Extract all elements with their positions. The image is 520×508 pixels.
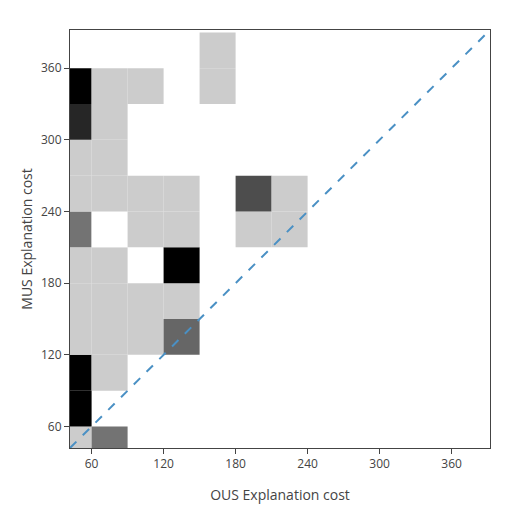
svg-text:240: 240 [41, 203, 62, 220]
svg-text:300: 300 [41, 131, 62, 148]
svg-text:180: 180 [41, 274, 62, 291]
svg-text:OUS Explanation cost: OUS Explanation cost [210, 485, 350, 504]
svg-text:MUS Explanation cost: MUS Explanation cost [17, 168, 36, 309]
svg-text:180: 180 [225, 455, 246, 472]
svg-text:360: 360 [41, 59, 62, 76]
svg-text:120: 120 [41, 346, 62, 363]
svg-text:240: 240 [297, 455, 318, 472]
svg-text:120: 120 [153, 455, 174, 472]
svg-text:300: 300 [369, 455, 390, 472]
svg-text:360: 360 [441, 455, 462, 472]
svg-text:60: 60 [48, 418, 62, 435]
svg-text:60: 60 [85, 455, 99, 472]
